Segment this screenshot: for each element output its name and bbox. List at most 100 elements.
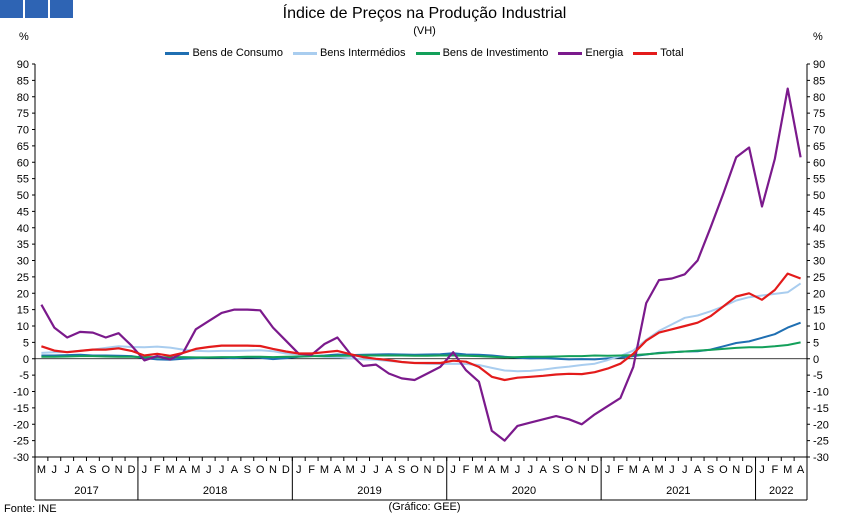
x-tick-label-year: 2021 [666, 485, 690, 497]
chart-subtitle: (VH) [413, 25, 436, 37]
x-tick-label-month: J [682, 464, 688, 476]
x-tick-label-month: S [89, 464, 96, 476]
x-tick-label-month: D [745, 464, 753, 476]
y-tick-label-left: 85 [17, 75, 29, 87]
y-tick-label-right: 50 [813, 190, 825, 202]
y-tick-label-left: -30 [13, 452, 29, 464]
x-tick-label-month: A [540, 464, 548, 476]
x-tick-label-month: S [398, 464, 405, 476]
y-tick-label-left: 30 [17, 256, 29, 268]
y-tick-label-right: -20 [813, 419, 829, 431]
x-tick-label-year: 2020 [512, 485, 536, 497]
legend-item-bens-intermedios: Bens Intermédios [292, 47, 406, 59]
x-tick-label-month: A [642, 464, 650, 476]
series-line-energia [40, 87, 802, 442]
logo-block [25, 0, 48, 18]
source-note: Fonte: INE [4, 503, 57, 515]
y-tick-label-right: -15 [813, 403, 829, 415]
y-tick-label-left: 75 [17, 108, 29, 120]
x-tick-label-month: J [219, 464, 225, 476]
x-tick-label-month: O [410, 464, 419, 476]
x-tick-label-month: J [605, 464, 611, 476]
y-tick-label-left: -10 [13, 387, 29, 399]
y-tick-label-right: 55 [813, 174, 825, 186]
x-tick-label-month: O [719, 464, 728, 476]
legend-label: Energia [585, 47, 624, 59]
logo-block [0, 0, 23, 18]
y-tick-label-right: 15 [813, 305, 825, 317]
y-tick-label-right: 90 [813, 59, 825, 71]
x-tick-label-month: F [771, 464, 778, 476]
legend-item-bens-de-investimento: Bens de Investimento [415, 47, 548, 59]
x-tick-label-year: 2018 [203, 485, 227, 497]
y-tick-label-left: -5 [19, 370, 29, 382]
x-tick-label-month: M [346, 464, 355, 476]
x-tick-label-month: O [101, 464, 110, 476]
y-unit-right: % [813, 31, 823, 43]
y-tick-label-right: -25 [813, 436, 829, 448]
y-tick-label-right: 45 [813, 206, 825, 218]
y-tick-label-left: 25 [17, 272, 29, 284]
x-tick-label-month: S [244, 464, 251, 476]
y-tick-label-right: 25 [813, 272, 825, 284]
y-unit-left: % [19, 31, 29, 43]
x-tick-label-month: J [528, 464, 534, 476]
x-tick-label-month: D [591, 464, 599, 476]
x-tick-label-month: O [565, 464, 574, 476]
x-tick-label-month: M [654, 464, 663, 476]
y-tick-label-left: 55 [17, 174, 29, 186]
x-tick-label-month: D [436, 464, 444, 476]
x-tick-label-month: M [474, 464, 483, 476]
x-tick-label-year: 2022 [769, 485, 793, 497]
legend-swatch [165, 51, 190, 55]
legend-item-bens-de-consumo: Bens de Consumo [165, 47, 283, 59]
y-tick-label-left: 90 [17, 59, 29, 71]
y-tick-label-left: 45 [17, 206, 29, 218]
x-tick-label-month: A [385, 464, 393, 476]
x-tick-label-month: M [500, 464, 509, 476]
legend-label: Total [660, 47, 684, 59]
x-tick-label-month: O [256, 464, 265, 476]
x-tick-label-month: N [115, 464, 123, 476]
y-tick-label-left: 80 [17, 92, 29, 104]
y-tick-label-left: 20 [17, 288, 29, 300]
y-tick-label-left: 60 [17, 157, 29, 169]
y-tick-label-left: -25 [13, 436, 29, 448]
legend-label: Bens Intermédios [319, 47, 406, 59]
y-tick-label-right: -30 [813, 452, 829, 464]
y-tick-label-left: -15 [13, 403, 29, 415]
x-tick-label-month: F [463, 464, 470, 476]
y-tick-label-right: 5 [813, 337, 819, 349]
series-line-total [41, 272, 801, 382]
x-tick-label-month: J [64, 464, 70, 476]
legend-swatch [558, 51, 583, 55]
legend: Bens de Consumo Bens Intermédios Bens de… [0, 47, 849, 59]
x-tick-label-month: M [191, 464, 200, 476]
x-tick-label-month: J [52, 464, 58, 476]
legend-item-energia: Energia [558, 47, 623, 59]
y-tick-label-left: 0 [23, 354, 29, 366]
x-tick-label-month: N [732, 464, 740, 476]
x-tick-label-month: M [320, 464, 329, 476]
x-tick-label-month: J [360, 464, 366, 476]
x-tick-label-month: M [37, 464, 46, 476]
x-tick-label-month: J [206, 464, 212, 476]
x-tick-label-month: J [669, 464, 675, 476]
x-tick-label-month: D [128, 464, 136, 476]
x-tick-label-month: A [797, 464, 805, 476]
y-tick-label-left: 50 [17, 190, 29, 202]
x-tick-label-month: J [759, 464, 765, 476]
x-tick-label-month: N [423, 464, 431, 476]
y-tick-label-right: 35 [813, 239, 825, 251]
x-tick-label-year: 2019 [357, 485, 381, 497]
legend-item-total: Total [633, 47, 684, 59]
y-tick-label-right: 20 [813, 288, 825, 300]
x-tick-label-month: S [552, 464, 559, 476]
legend-swatch [415, 51, 440, 55]
y-tick-label-right: 80 [813, 92, 825, 104]
logo [0, 0, 73, 18]
y-tick-label-right: 40 [813, 223, 825, 235]
legend-label: Bens de Consumo [192, 47, 283, 59]
logo-block [50, 0, 73, 18]
